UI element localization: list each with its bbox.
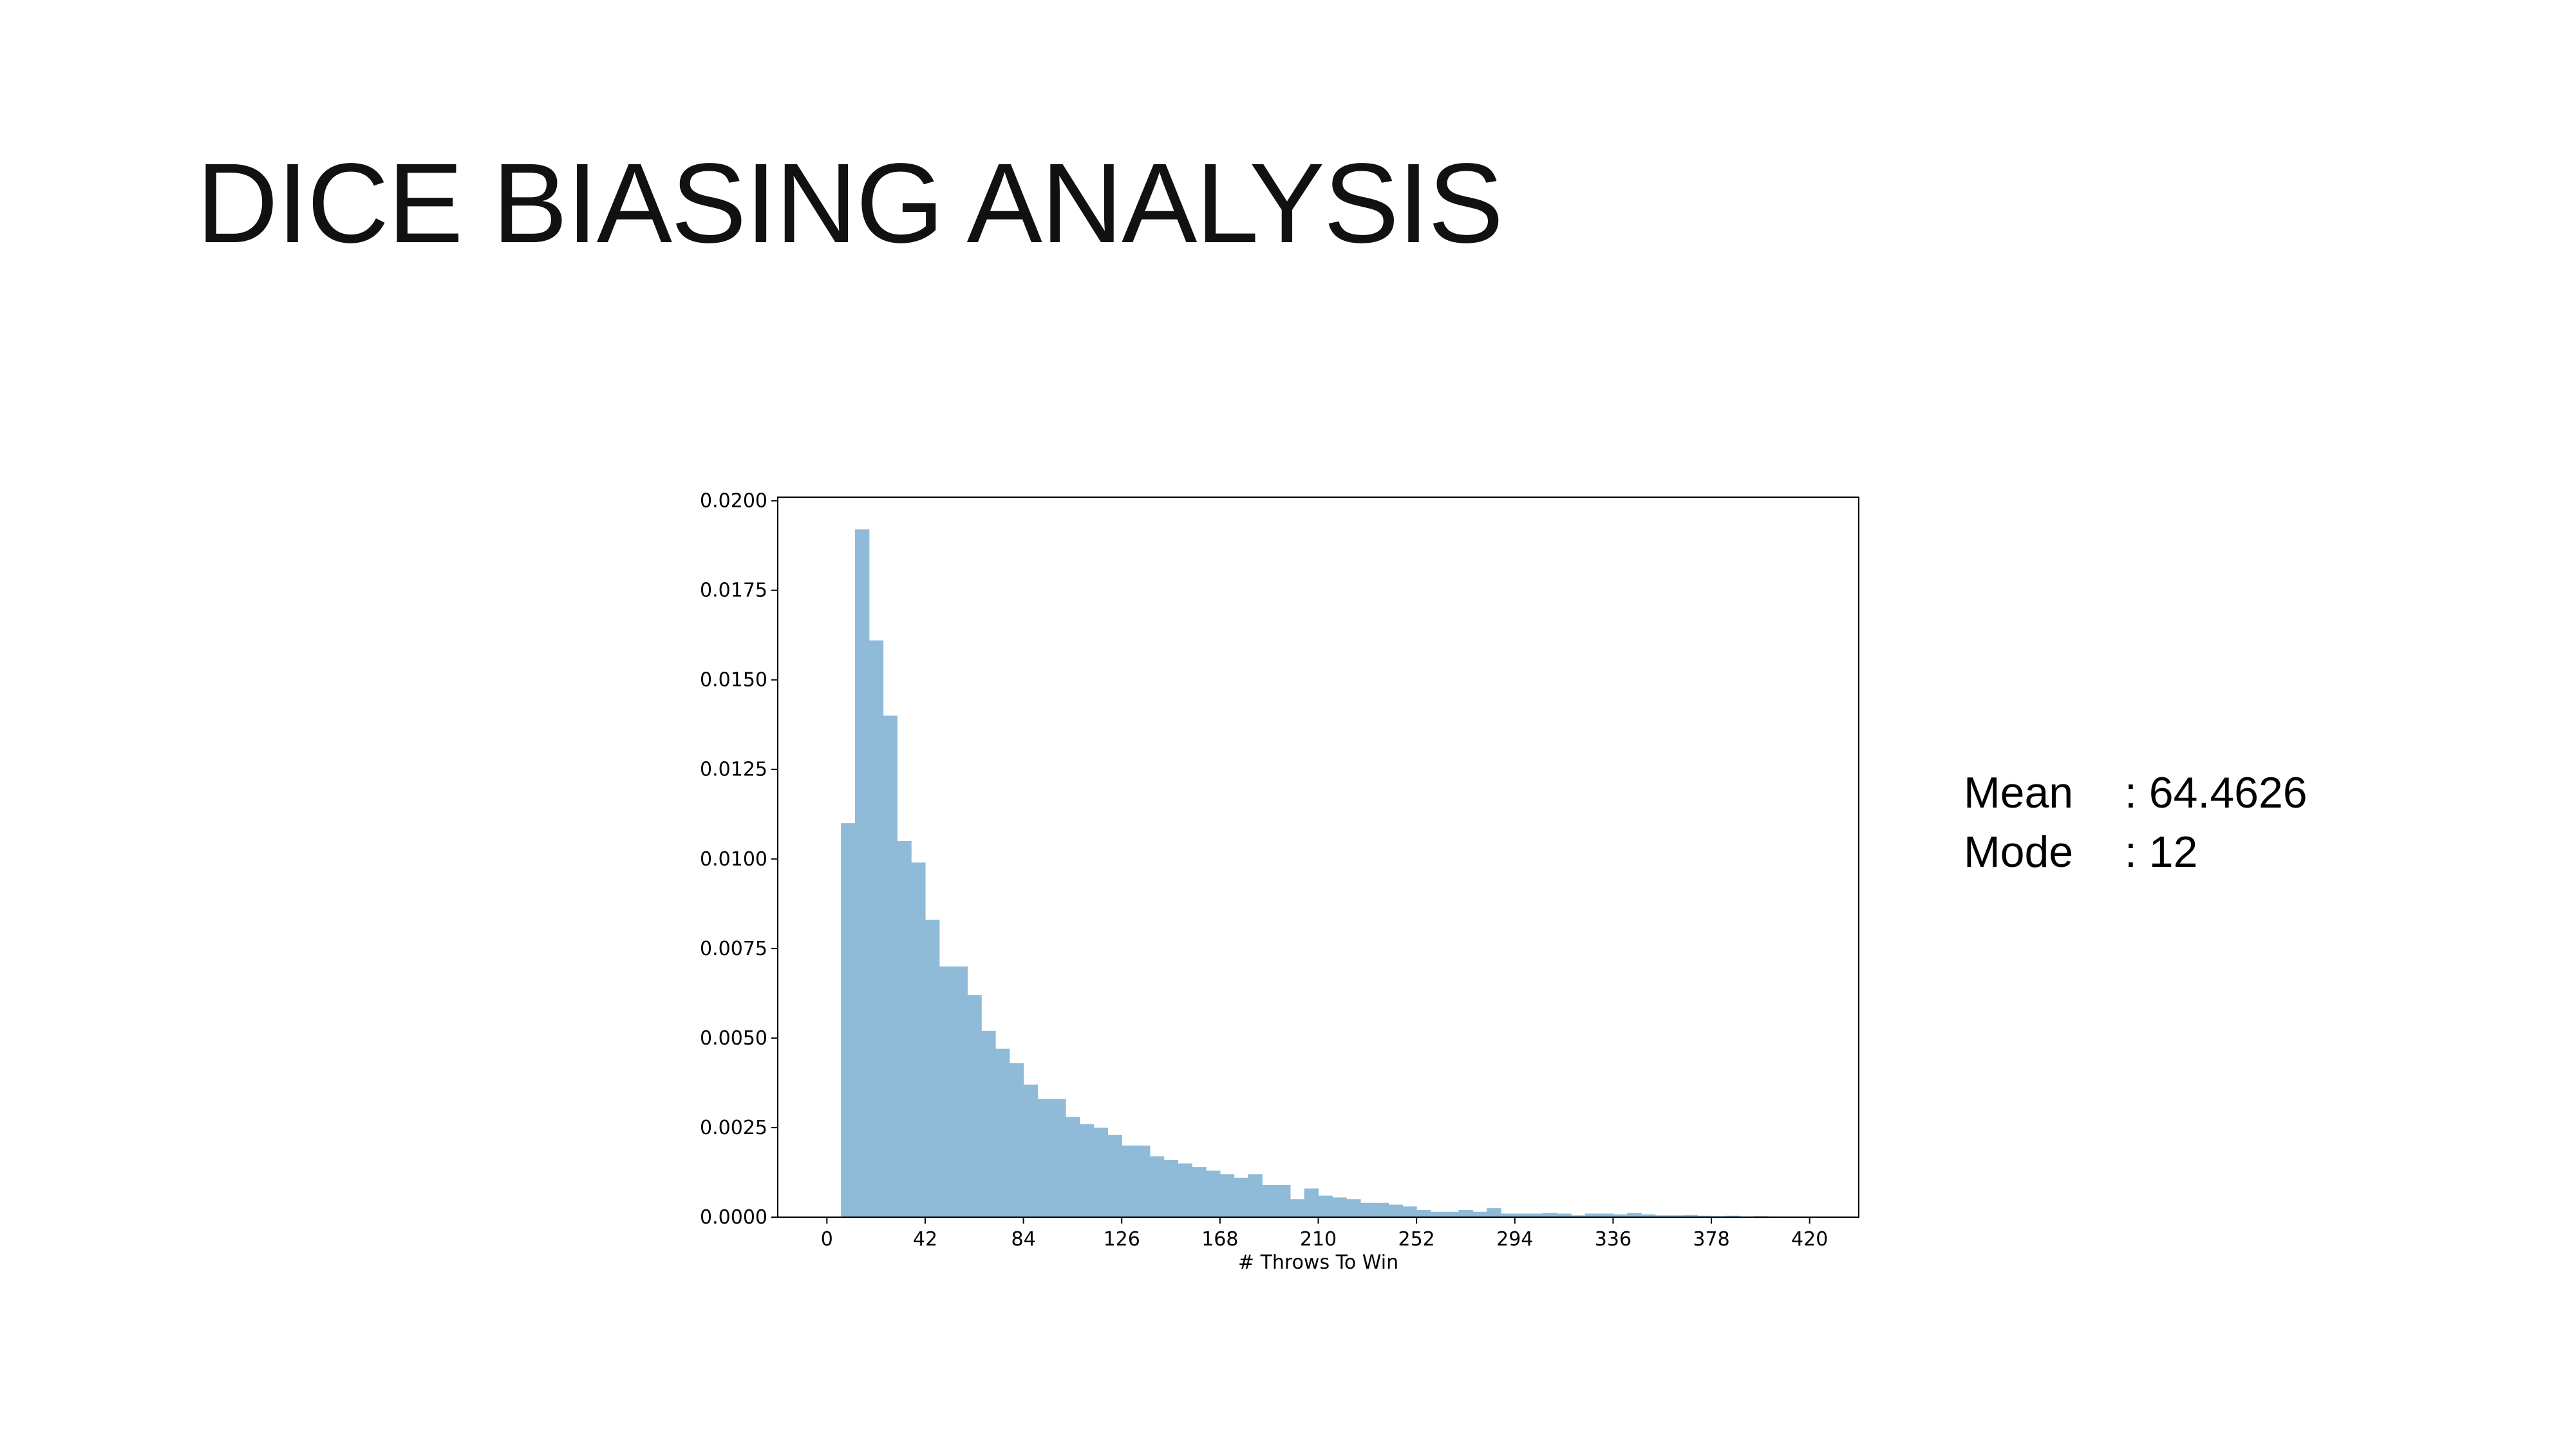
histogram-bar: [1206, 1170, 1221, 1217]
histogram-bar: [1163, 1160, 1179, 1217]
histogram-bar: [1304, 1188, 1319, 1217]
histogram-bar: [1136, 1145, 1151, 1217]
y-tick-label: 0.0075: [700, 938, 767, 960]
histogram-bar: [1416, 1209, 1431, 1217]
histogram-bar: [1543, 1213, 1557, 1217]
y-axis: 0.0000 0.0025 0.0050 0.0075 0.0100 0.0125 0.01…: [700, 490, 778, 1229]
histogram-bar: [869, 640, 884, 1217]
histogram-bar: [995, 1048, 1010, 1217]
histogram-bar: [1697, 1215, 1712, 1217]
histogram-bar: [897, 840, 912, 1217]
histogram-bar: [1149, 1156, 1165, 1217]
histogram-bar: [939, 966, 954, 1217]
y-tick-label: 0.0125: [700, 759, 767, 781]
histogram-bar: [1122, 1145, 1136, 1217]
y-tick-label: 0.0200: [700, 490, 767, 513]
histogram-bar: [1248, 1174, 1263, 1217]
slide-title: DICE BIASING ANALYSIS: [196, 140, 1503, 267]
x-tick-label: 210: [1300, 1228, 1337, 1251]
histogram-bar: [1360, 1202, 1375, 1217]
y-tick-label: 0.0050: [700, 1027, 767, 1050]
histogram-bar: [1514, 1213, 1530, 1217]
histogram-bar: [1107, 1135, 1122, 1217]
histogram-bar: [981, 1030, 996, 1217]
histogram-bar: [1234, 1177, 1249, 1217]
histogram-bar: [854, 529, 870, 1217]
histogram-bar: [925, 920, 940, 1217]
histogram-bar: [883, 715, 898, 1217]
x-tick-label: 336: [1595, 1228, 1631, 1251]
histogram-bar: [1613, 1214, 1628, 1217]
histogram-bar: [1458, 1209, 1473, 1217]
histogram-bar: [1388, 1204, 1403, 1217]
histogram-bar: [1584, 1213, 1600, 1217]
histogram-bar: [1262, 1184, 1277, 1217]
x-tick-label: 294: [1496, 1228, 1533, 1251]
x-axis-label: # Throws To Win: [1238, 1251, 1398, 1274]
histogram-bar: [1276, 1184, 1291, 1217]
histogram-bar: [1332, 1197, 1347, 1217]
histogram-bar: [967, 995, 982, 1217]
histogram-bar: [1655, 1215, 1670, 1217]
histogram-bar: [1402, 1206, 1417, 1217]
histogram-bar: [1627, 1213, 1642, 1217]
mean-label: Mean: [1964, 768, 2074, 817]
y-tick-label: 0.0150: [700, 669, 767, 692]
histogram-bar: [1023, 1084, 1038, 1217]
histogram-bar: [1472, 1211, 1487, 1217]
histogram-bar: [1487, 1208, 1501, 1217]
mode-label: Mode: [1964, 828, 2074, 876]
histogram-bar: [1093, 1127, 1109, 1217]
x-tick-label: 42: [913, 1228, 937, 1251]
x-axis: 0 42 84 126 168 210 252 294 336 378 420: [821, 1217, 1828, 1251]
histogram-bar: [1374, 1202, 1389, 1217]
histogram-bar: [911, 862, 926, 1217]
histogram-bar: [1079, 1124, 1095, 1217]
x-tick-label: 420: [1791, 1228, 1828, 1251]
histogram-bar: [1599, 1213, 1614, 1217]
x-tick-label: 126: [1104, 1228, 1140, 1251]
histogram-bars: [841, 529, 1796, 1217]
histogram-bar: [953, 966, 968, 1217]
histogram-bar: [1669, 1215, 1684, 1217]
histogram-bar: [1683, 1215, 1698, 1217]
mode-row: Mode : 12: [1964, 822, 2308, 882]
histogram-bar: [1570, 1215, 1586, 1217]
mean-value: : 64.4626: [2125, 768, 2308, 817]
histogram-bar: [1641, 1214, 1656, 1217]
histogram-bar: [1178, 1163, 1192, 1217]
x-tick-label: 0: [821, 1228, 833, 1251]
x-tick-label: 168: [1201, 1228, 1238, 1251]
histogram-bar: [1430, 1211, 1445, 1217]
histogram-bar: [1192, 1167, 1207, 1217]
x-tick-label: 252: [1398, 1228, 1435, 1251]
histogram-bar: [1066, 1117, 1080, 1217]
mode-value: : 12: [2125, 828, 2198, 876]
histogram-bar: [1528, 1213, 1543, 1217]
x-tick-label: 84: [1011, 1228, 1035, 1251]
y-tick-label: 0.0025: [700, 1117, 767, 1139]
histogram-bar: [1051, 1099, 1066, 1217]
histogram-bar: [1037, 1099, 1052, 1217]
histogram-bar: [1290, 1199, 1305, 1217]
histogram-bar: [1009, 1063, 1024, 1217]
histogram-bar: [841, 823, 856, 1217]
histogram-bar: [1725, 1215, 1740, 1217]
histogram-bar: [1557, 1213, 1572, 1217]
histogram-bar: [1444, 1211, 1460, 1217]
histogram-bar: [1219, 1174, 1235, 1217]
y-tick-label: 0.0100: [700, 848, 767, 871]
y-tick-label: 0.0000: [700, 1206, 767, 1229]
x-tick-label: 378: [1693, 1228, 1729, 1251]
y-tick-label: 0.0175: [700, 580, 767, 602]
summary-stats: Mean : 64.4626 Mode : 12: [1964, 763, 2308, 882]
histogram-bar: [1346, 1199, 1361, 1217]
histogram-bar: [1318, 1195, 1333, 1217]
histogram-bar: [1500, 1213, 1516, 1217]
mean-row: Mean : 64.4626: [1964, 763, 2308, 822]
